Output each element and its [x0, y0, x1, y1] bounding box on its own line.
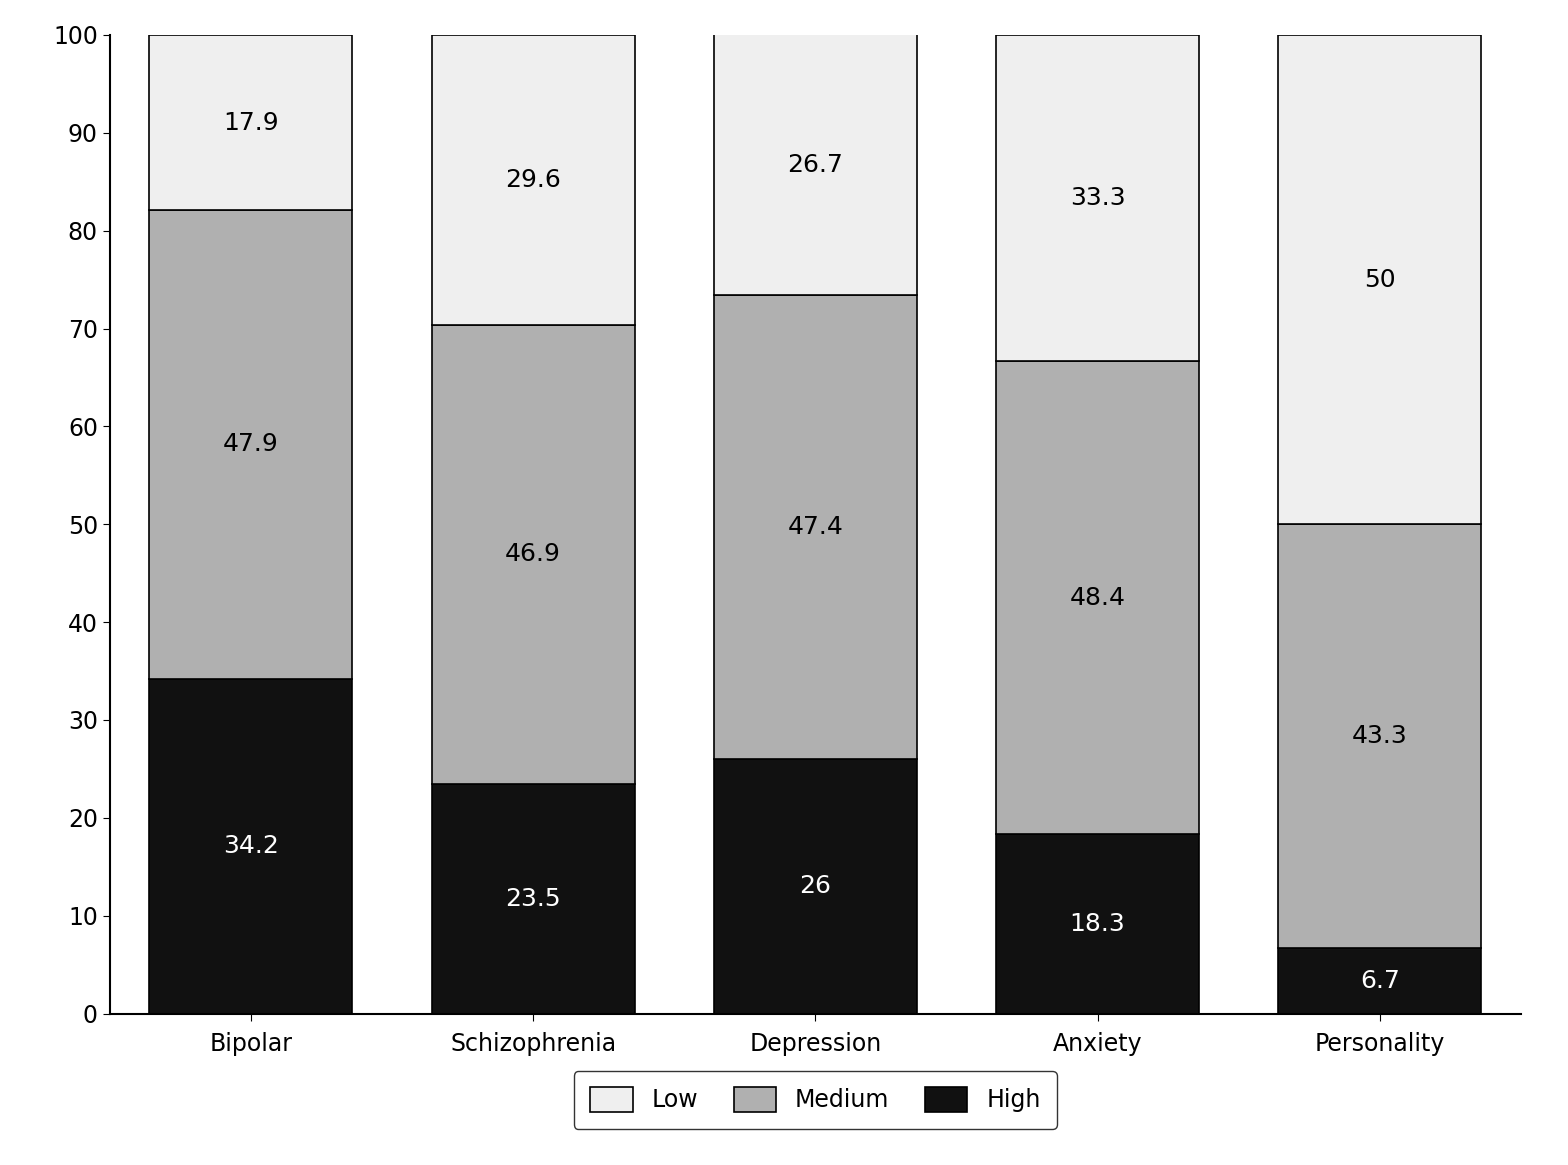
Text: 34.2: 34.2 — [223, 834, 279, 859]
Text: 33.3: 33.3 — [1069, 186, 1126, 210]
Bar — [996, 35, 1200, 361]
Text: 47.4: 47.4 — [787, 515, 844, 539]
Text: 46.9: 46.9 — [505, 542, 561, 566]
Text: 47.9: 47.9 — [223, 432, 279, 457]
Bar — [1278, 524, 1482, 948]
Bar — [996, 361, 1200, 834]
Bar — [1278, 948, 1482, 1014]
Bar — [149, 210, 353, 679]
Bar — [713, 760, 917, 1014]
Bar — [996, 834, 1200, 1014]
Bar — [431, 35, 635, 325]
Text: 6.7: 6.7 — [1359, 969, 1400, 993]
Text: 29.6: 29.6 — [505, 168, 561, 192]
Text: 43.3: 43.3 — [1352, 725, 1408, 748]
Legend: Low, Medium, High: Low, Medium, High — [574, 1071, 1057, 1129]
Bar — [149, 679, 353, 1014]
Text: 50: 50 — [1364, 268, 1396, 291]
Bar — [149, 35, 353, 210]
Text: 17.9: 17.9 — [223, 111, 279, 134]
Bar — [1278, 35, 1482, 524]
Bar — [431, 784, 635, 1014]
Text: 48.4: 48.4 — [1069, 586, 1126, 609]
Text: 26.7: 26.7 — [787, 153, 844, 177]
Text: 23.5: 23.5 — [505, 887, 561, 911]
Bar — [713, 295, 917, 760]
Bar — [713, 34, 917, 295]
Text: 18.3: 18.3 — [1069, 912, 1126, 935]
Text: 26: 26 — [800, 874, 831, 898]
Bar — [431, 325, 635, 784]
